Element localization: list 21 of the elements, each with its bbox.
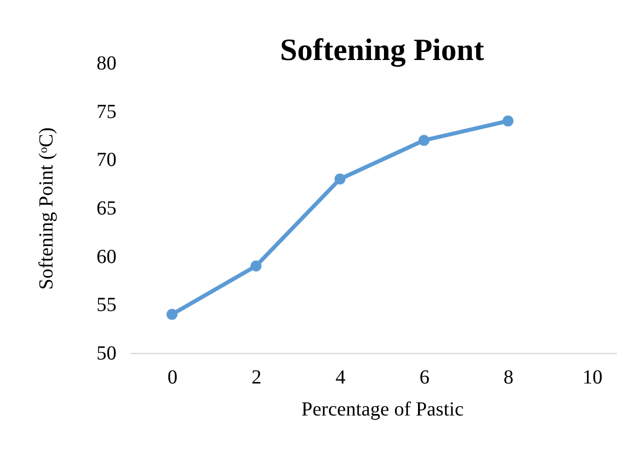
y-tick-label: 75 [96, 100, 116, 123]
x-tick-label: 6 [420, 366, 430, 388]
x-tick-label: 0 [168, 366, 178, 388]
x-tick-label: 4 [336, 366, 346, 388]
y-axis-title: Softening Point (ᵒC) [36, 127, 58, 290]
chart-title: Softening Piont [280, 32, 485, 67]
point [166, 308, 178, 320]
y-tick-label: 80 [96, 52, 116, 74]
point [418, 134, 430, 146]
point [250, 260, 262, 272]
x-axis-title: Percentage of Pastic [301, 398, 464, 420]
x-tick-label: 2 [252, 366, 262, 388]
x-tick-label: 10 [582, 366, 602, 388]
point [502, 116, 514, 126]
x-tick-label: 8 [504, 366, 514, 388]
y-tick-label: 50 [96, 342, 116, 364]
y-tick-label: 60 [96, 246, 116, 268]
point [334, 174, 346, 184]
y-tick-label: 65 [96, 198, 116, 220]
y-tick-label: 55 [96, 294, 116, 316]
y-tick-label: 70 [96, 149, 116, 172]
